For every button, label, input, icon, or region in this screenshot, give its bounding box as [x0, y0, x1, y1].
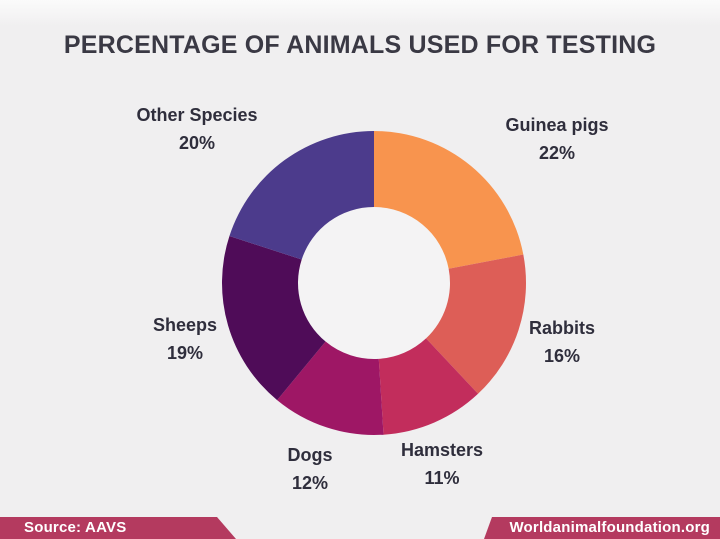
website-text: Worldanimalfoundation.org	[509, 519, 710, 536]
callout-label: Guinea pigs	[505, 115, 609, 135]
callout-label: Hamsters	[400, 440, 484, 460]
callout-label: Other Species	[136, 105, 258, 125]
source-text: Source: AAVS	[24, 519, 127, 536]
callout-value: 12%	[291, 473, 329, 493]
callout-label: Rabbits	[528, 318, 595, 338]
callout-hamsters: Hamsters 11%	[342, 436, 542, 492]
donut-segment-dogs	[277, 341, 384, 435]
donut-segment-other-species	[229, 131, 374, 260]
callout-value: 19%	[166, 343, 204, 363]
donut-segment-guinea-pigs	[374, 131, 524, 269]
website-ribbon: Worldanimalfoundation.org	[484, 517, 720, 539]
callout-value: 22%	[538, 143, 576, 163]
callout-rabbits: Rabbits 16%	[462, 314, 662, 370]
donut-segment-sheeps	[221, 236, 326, 401]
source-ribbon: Source: AAVS	[0, 517, 236, 539]
callout-label: Dogs	[287, 445, 333, 465]
donut-hole	[297, 206, 451, 360]
chart-title: PERCENTAGE OF ANIMALS USED FOR TESTING	[63, 31, 657, 59]
callout-label: Sheeps	[152, 315, 218, 335]
callout-guinea-pigs: Guinea pigs 22%	[457, 111, 657, 167]
donut-segment-rabbits	[426, 254, 527, 394]
callout-other-species: Other Species 20%	[97, 101, 297, 157]
callout-value: 11%	[424, 468, 460, 488]
callout-dogs: Dogs 12%	[210, 441, 410, 497]
donut-segment-hamsters	[378, 338, 479, 435]
callout-value: 20%	[178, 133, 216, 153]
callout-sheeps: Sheeps 19%	[85, 311, 285, 367]
callout-value: 16%	[543, 346, 581, 366]
